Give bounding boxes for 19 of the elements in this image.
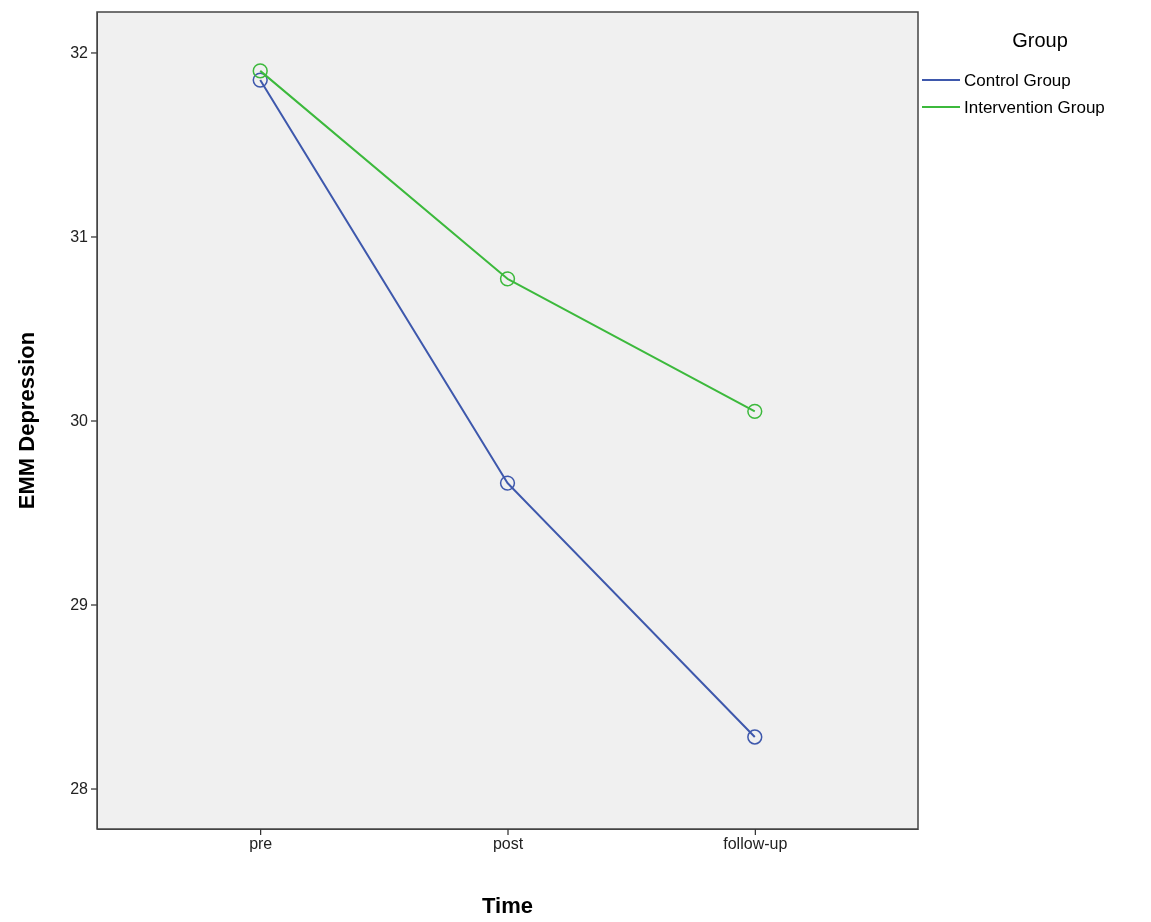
point [499, 475, 516, 491]
x-tick-label: pre [249, 835, 273, 853]
x-tick-label: follow-up [723, 835, 788, 853]
point [252, 63, 268, 79]
x-tick-label: post [492, 835, 524, 853]
point [252, 72, 268, 88]
y-tick-label: 32 [70, 44, 89, 62]
x-axis-title: Time [482, 893, 533, 918]
y-tick-label: 29 [70, 596, 89, 614]
y-tick-label: 30 [70, 412, 89, 430]
point [499, 271, 516, 287]
legend-title: Group [1012, 29, 1068, 51]
legend-label: Intervention Group [964, 98, 1105, 117]
y-tick-label: 31 [70, 228, 89, 246]
y-tick-label: 28 [70, 780, 89, 798]
point [747, 403, 763, 419]
legend-label: Control Group [964, 71, 1071, 90]
point [747, 729, 763, 745]
y-axis-title: EMM Depression [14, 331, 39, 510]
